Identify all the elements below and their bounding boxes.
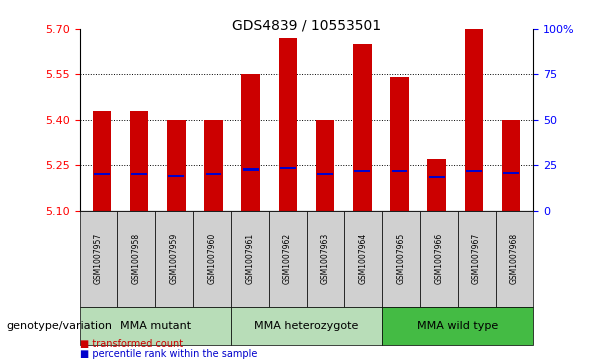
Text: GSM1007968: GSM1007968 [510,233,519,284]
Bar [130,111,148,211]
Text: MMA heterozygote: MMA heterozygote [254,321,359,331]
Bar [428,176,444,179]
Bar [317,173,333,175]
Bar [501,120,520,211]
Bar [279,38,297,211]
Bar [503,172,519,174]
Bar [204,120,223,211]
Bar [427,159,446,211]
Bar [466,170,482,172]
Bar [242,74,260,211]
Bar [354,170,370,172]
Bar [131,173,147,175]
Bar [390,77,409,211]
Text: GSM1007966: GSM1007966 [434,233,443,284]
Text: GSM1007960: GSM1007960 [207,233,216,284]
Bar [94,173,110,175]
Bar [243,168,259,171]
Text: genotype/variation: genotype/variation [6,321,112,331]
Bar [93,111,112,211]
Bar [167,120,186,211]
Text: GSM1007963: GSM1007963 [321,233,330,284]
Text: GSM1007958: GSM1007958 [132,233,141,284]
Bar [465,29,483,211]
Bar [280,167,296,170]
Text: GSM1007961: GSM1007961 [245,233,254,284]
Text: GDS4839 / 10553501: GDS4839 / 10553501 [232,18,381,32]
Bar [169,175,185,177]
Text: ■ percentile rank within the sample: ■ percentile rank within the sample [80,348,257,359]
Text: MMA wild type: MMA wild type [417,321,498,331]
Bar [392,170,408,172]
Bar [205,173,221,175]
Bar [353,44,371,211]
Text: GSM1007962: GSM1007962 [283,233,292,284]
Text: GSM1007967: GSM1007967 [472,233,481,284]
Text: GSM1007965: GSM1007965 [397,233,406,284]
Text: GSM1007959: GSM1007959 [170,233,179,284]
Text: GSM1007957: GSM1007957 [94,233,103,284]
Text: MMA mutant: MMA mutant [120,321,191,331]
Text: ■ transformed count: ■ transformed count [80,339,183,349]
Bar [316,120,334,211]
Text: GSM1007964: GSM1007964 [359,233,368,284]
